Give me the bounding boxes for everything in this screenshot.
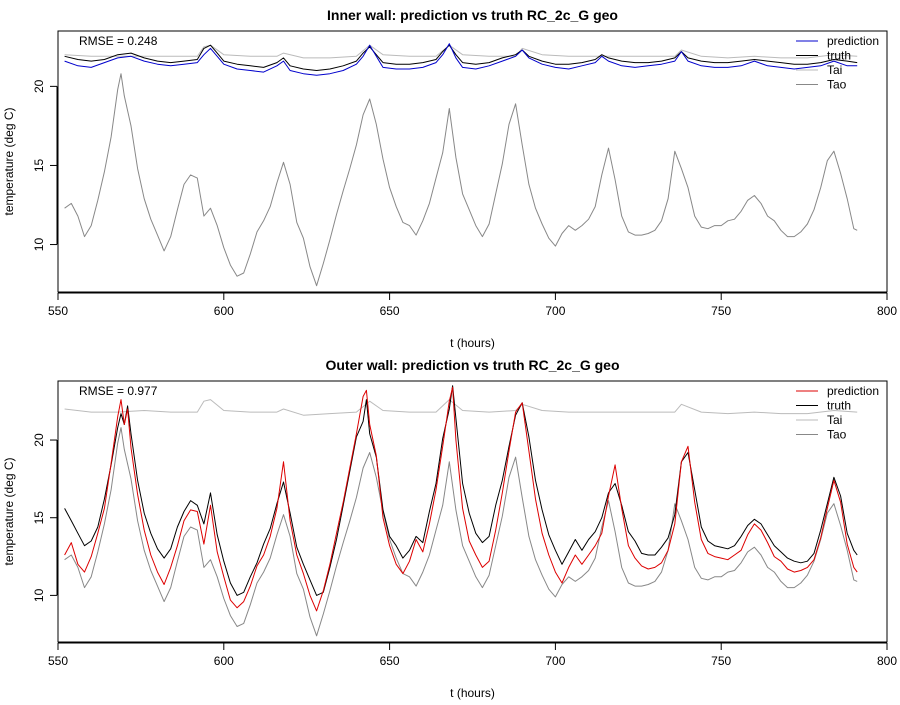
series-line-truth — [64, 385, 858, 596]
x-axis-label: t (hours) — [450, 686, 495, 700]
chart-title: Inner wall: prediction vs truth RC_2c_G … — [327, 7, 618, 23]
chart-title: Outer wall: prediction vs truth RC_2c_G … — [325, 357, 619, 373]
x-tick-label: 650 — [380, 304, 400, 318]
plot-frame — [57, 30, 888, 293]
x-tick-label: 550 — [48, 304, 68, 318]
series-line-tai — [64, 399, 858, 416]
x-tick-label: 600 — [214, 654, 234, 668]
x-tick-label: 800 — [877, 654, 897, 668]
y-tick-label: 20 — [32, 79, 46, 93]
x-axis-label: t (hours) — [450, 336, 495, 350]
y-tick-label: 10 — [32, 238, 46, 252]
x-tick-label: 650 — [380, 654, 400, 668]
y-axis-label: temperature (deg C) — [2, 107, 16, 215]
x-tick-label: 700 — [545, 304, 565, 318]
y-tick-label: 15 — [32, 511, 46, 525]
y-axis-label: temperature (deg C) — [2, 457, 16, 565]
rmse-annotation: RMSE = 0.977 — [79, 384, 158, 398]
x-tick-label: 750 — [711, 654, 731, 668]
x-tick-label: 550 — [48, 654, 68, 668]
series-line-tao — [64, 427, 858, 637]
series-line-tai — [64, 44, 858, 59]
legend-label: truth — [827, 399, 851, 413]
plot-frame — [57, 380, 888, 643]
x-tick-label: 700 — [545, 654, 565, 668]
legend-label: Tao — [827, 428, 847, 442]
legend-label: prediction — [827, 34, 879, 48]
x-tick-label: 750 — [711, 304, 731, 318]
series-line-truth — [64, 44, 858, 71]
rmse-annotation: RMSE = 0.248 — [79, 34, 158, 48]
inner-wall-chart: Inner wall: prediction vs truth RC_2c_G … — [2, 7, 897, 350]
x-tick-label: 600 — [214, 304, 234, 318]
legend-label: truth — [827, 49, 851, 63]
x-tick-label: 800 — [877, 304, 897, 318]
series-line-prediction — [64, 43, 858, 76]
y-tick-label: 20 — [32, 433, 46, 447]
outer-wall-chart: Outer wall: prediction vs truth RC_2c_G … — [2, 357, 897, 700]
y-tick-label: 15 — [32, 158, 46, 172]
legend-label: Tao — [827, 78, 847, 92]
y-tick-label: 10 — [32, 588, 46, 602]
legend-label: Tai — [827, 413, 842, 427]
series-line-tao — [64, 73, 858, 287]
legend-label: prediction — [827, 384, 879, 398]
legend-label: Tai — [827, 63, 842, 77]
series-line-prediction — [64, 386, 858, 612]
